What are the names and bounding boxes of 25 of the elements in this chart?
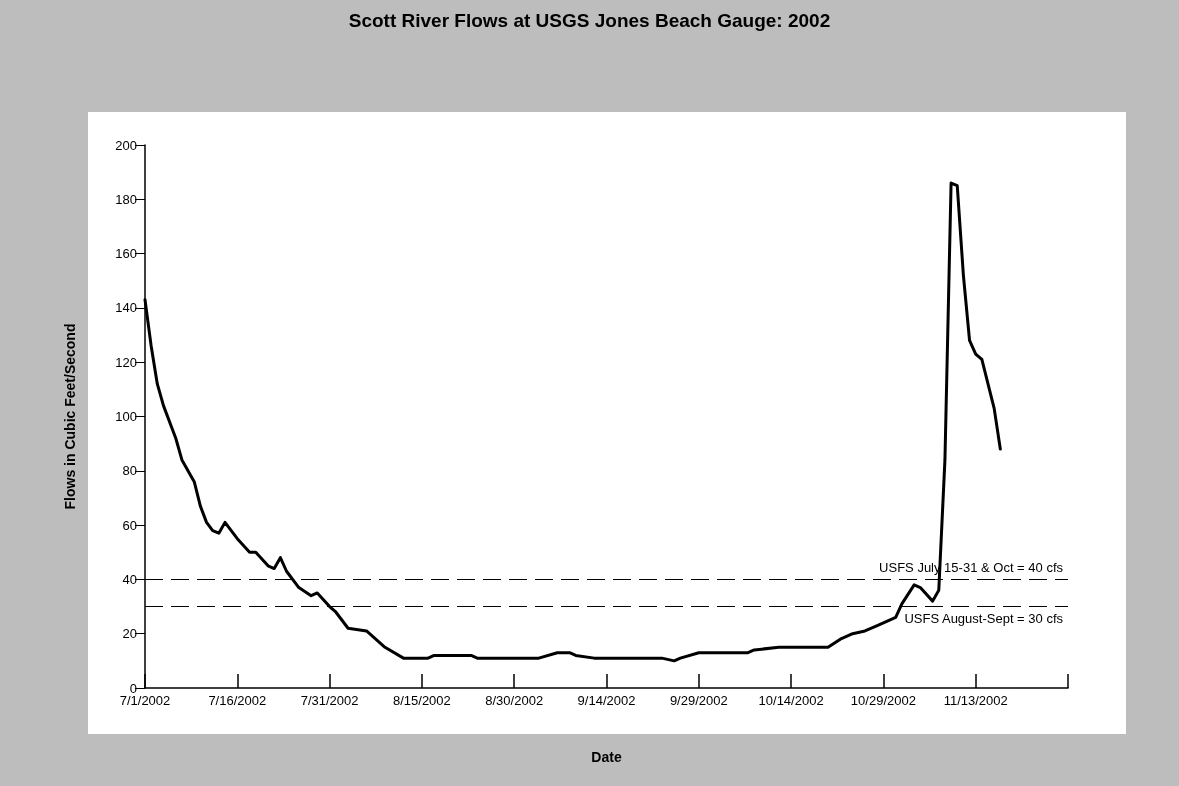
- chart-title: Scott River Flows at USGS Jones Beach Gauge: 2002: [348, 10, 831, 31]
- x-tick-label: 9/29/2002: [669, 693, 728, 708]
- x-tick-label: 10/14/2002: [758, 693, 824, 708]
- y-tick-label: 140: [115, 300, 137, 316]
- x-tick-label: 8/15/2002: [392, 693, 451, 708]
- y-tick-label: 120: [115, 354, 137, 370]
- ref-line-label: USFS August-Sept = 30 cfs: [904, 610, 1064, 626]
- y-tick-label: 180: [115, 191, 137, 207]
- x-tick-label: 10/29/2002: [850, 693, 916, 708]
- x-tick-label: 7/1/2002: [119, 693, 171, 708]
- y-tick-label: 200: [115, 137, 137, 153]
- y-tick-label: 80: [122, 463, 137, 479]
- y-tick-label: 60: [122, 517, 137, 533]
- x-tick-label: 8/30/2002: [485, 693, 544, 708]
- y-tick-label: 40: [122, 571, 137, 587]
- x-tick-label: 7/16/2002: [208, 693, 267, 708]
- x-tick-label: 9/14/2002: [577, 693, 636, 708]
- y-tick-label: 100: [115, 409, 137, 424]
- x-tick-label: 11/13/2002: [943, 693, 1008, 708]
- x-tick-label: 7/31/2002: [300, 693, 359, 708]
- y-axis-title: Flows in Cubic Feet/Second: [62, 323, 78, 510]
- x-axis-title: Date: [591, 749, 622, 765]
- y-tick-label: 20: [122, 626, 137, 642]
- y-tick-label: 0: [129, 680, 137, 696]
- y-tick-label: 160: [115, 246, 137, 262]
